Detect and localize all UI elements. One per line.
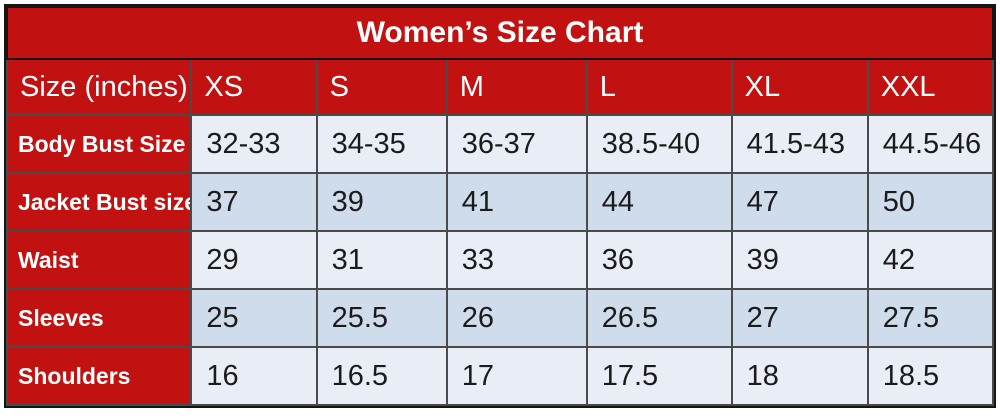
value-cell: 37 <box>190 172 318 232</box>
value-cell: 26.5 <box>585 288 733 348</box>
value-cell: 25 <box>190 288 318 348</box>
value-cell: 29 <box>190 230 318 290</box>
size-chart-panel: Women’s Size Chart Size (inches) XS S M L XL X… <box>4 4 996 408</box>
value-cell: 27.5 <box>866 288 995 348</box>
value-cell: 39 <box>315 172 448 232</box>
value-cell: 38.5-40 <box>585 114 733 174</box>
value-cell: 42 <box>866 230 995 290</box>
table-row: Shoulders 16 16.5 17 17.5 18 18.5 <box>5 346 995 406</box>
value-cell: 17.5 <box>585 346 733 406</box>
value-cell: 31 <box>315 230 448 290</box>
value-cell: 25.5 <box>315 288 448 348</box>
column-header-xxl: XXL <box>866 58 995 116</box>
chart-title: Women’s Size Chart <box>6 6 994 60</box>
value-cell: 34-35 <box>315 114 448 174</box>
value-cell: 41.5-43 <box>730 114 869 174</box>
value-cell: 18 <box>730 346 869 406</box>
value-cell: 32-33 <box>190 114 318 174</box>
value-cell: 44.5-46 <box>866 114 995 174</box>
value-cell: 41 <box>445 172 588 232</box>
table-row: Waist 29 31 33 36 39 42 <box>5 230 995 290</box>
column-header-xl: XL <box>730 58 869 116</box>
table-body: Body Bust Size 32-33 34-35 36-37 38.5-40 41.5… <box>5 114 995 406</box>
column-header-s: S <box>315 58 448 116</box>
column-header-m: M <box>445 58 588 116</box>
value-cell: 47 <box>730 172 869 232</box>
value-cell: 44 <box>585 172 733 232</box>
row-label: Sleeves <box>5 288 193 348</box>
value-cell: 16.5 <box>315 346 448 406</box>
column-header-l: L <box>585 58 733 116</box>
value-cell: 18.5 <box>866 346 995 406</box>
title-row: Women’s Size Chart <box>6 6 994 60</box>
value-cell: 39 <box>730 230 869 290</box>
header-row: Size (inches) XS S M L XL XXL <box>5 58 995 116</box>
column-header-xs: XS <box>190 58 318 116</box>
value-cell: 16 <box>190 346 318 406</box>
value-cell: 50 <box>866 172 995 232</box>
value-cell: 36 <box>585 230 733 290</box>
table-row: Body Bust Size 32-33 34-35 36-37 38.5-40 41.5… <box>5 114 995 174</box>
row-label: Jacket Bust size <box>5 172 193 232</box>
table-row: Sleeves 25 25.5 26 26.5 27 27.5 <box>5 288 995 348</box>
value-cell: 27 <box>730 288 869 348</box>
value-cell: 17 <box>445 346 588 406</box>
row-label: Waist <box>5 230 193 290</box>
womens-size-chart-table: Women’s Size Chart Size (inches) XS S M L XL X… <box>5 6 995 406</box>
column-header-size-inches: Size (inches) <box>5 58 193 116</box>
value-cell: 26 <box>445 288 588 348</box>
table-row: Jacket Bust size 37 39 41 44 47 50 <box>5 172 995 232</box>
value-cell: 36-37 <box>445 114 588 174</box>
row-label: Shoulders <box>5 346 193 406</box>
row-label: Body Bust Size <box>5 114 193 174</box>
value-cell: 33 <box>445 230 588 290</box>
